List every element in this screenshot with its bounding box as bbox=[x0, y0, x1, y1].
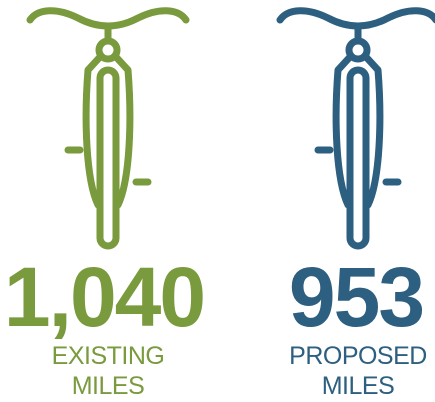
stat-value: 1,040 bbox=[4, 250, 204, 344]
stat-label: MILES bbox=[72, 372, 145, 400]
stat-label: PROPOSED bbox=[289, 342, 427, 370]
stat-value: 953 bbox=[289, 250, 423, 344]
bike-icon bbox=[280, 11, 435, 246]
bike-icon bbox=[30, 11, 186, 246]
stat-label: EXISTING bbox=[52, 342, 165, 370]
stat-label: MILES bbox=[322, 372, 395, 400]
